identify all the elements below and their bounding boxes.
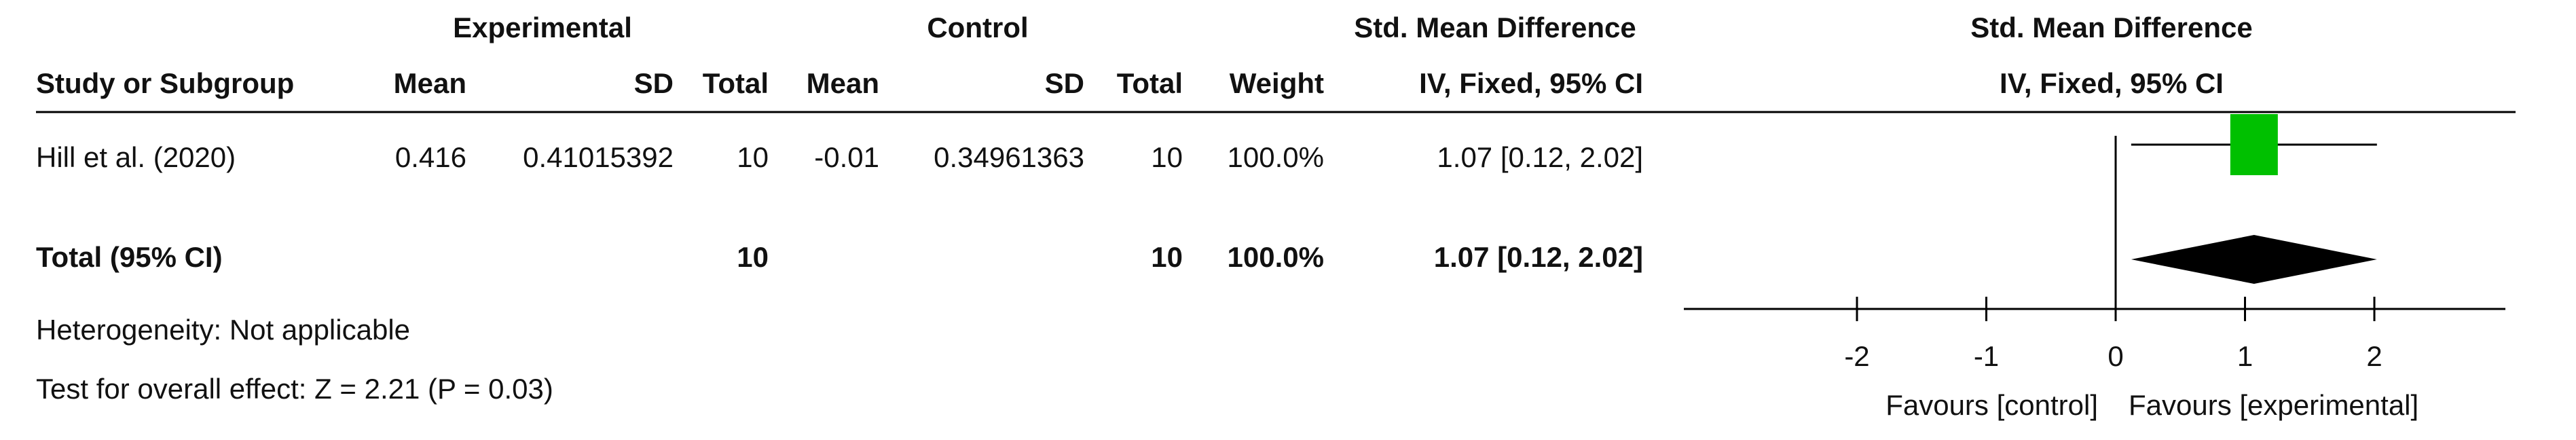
x-tick-label: 0 bbox=[2108, 340, 2123, 372]
column-header: Mean bbox=[394, 67, 466, 99]
total-label: Total (95% CI) bbox=[36, 241, 223, 273]
x-tick-label: 1 bbox=[2237, 340, 2253, 372]
table-cell: 1.07 [0.12, 2.02] bbox=[1437, 141, 1643, 173]
favours-label: Favours [experimental] bbox=[2129, 389, 2418, 421]
table-cell: 100.0% bbox=[1228, 141, 1324, 173]
total-diamond bbox=[2131, 235, 2377, 284]
table-cell: 0.41015392 bbox=[523, 141, 674, 173]
x-tick-label: -1 bbox=[1974, 340, 1999, 372]
group-header: Std. Mean Difference bbox=[1970, 12, 2252, 43]
column-header: SD bbox=[1045, 67, 1084, 99]
group-header: Experimental bbox=[453, 12, 632, 43]
x-tick-label: -2 bbox=[1844, 340, 1869, 372]
table-cell: -0.01 bbox=[814, 141, 879, 173]
favours-label: Favours [control] bbox=[1885, 389, 2098, 421]
table-cell: 10 bbox=[737, 141, 769, 173]
effect-box bbox=[2230, 114, 2278, 175]
total-cell: 1.07 [0.12, 2.02] bbox=[1434, 241, 1643, 273]
column-header: IV, Fixed, 95% CI bbox=[2000, 67, 2224, 99]
x-tick-label: 2 bbox=[2366, 340, 2382, 372]
column-header: Weight bbox=[1230, 67, 1324, 99]
column-header: SD bbox=[634, 67, 674, 99]
footer-note: Test for overall effect: Z = 2.21 (P = 0… bbox=[36, 373, 553, 405]
total-cell: 10 bbox=[1151, 241, 1183, 273]
table-cell: 10 bbox=[1151, 141, 1183, 173]
table-cell: 0.416 bbox=[395, 141, 466, 173]
column-header: Total bbox=[703, 67, 769, 99]
group-header: Std. Mean Difference bbox=[1354, 12, 1636, 43]
total-cell: 10 bbox=[737, 241, 769, 273]
total-cell: 100.0% bbox=[1228, 241, 1324, 273]
column-header: IV, Fixed, 95% CI bbox=[1419, 67, 1643, 99]
group-header: Control bbox=[927, 12, 1028, 43]
table-cell: 0.34961363 bbox=[934, 141, 1084, 173]
column-header: Total bbox=[1117, 67, 1183, 99]
column-header: Study or Subgroup bbox=[36, 67, 294, 99]
footer-note: Heterogeneity: Not applicable bbox=[36, 314, 410, 346]
table-cell: Hill et al. (2020) bbox=[36, 141, 236, 173]
column-header: Mean bbox=[807, 67, 879, 99]
